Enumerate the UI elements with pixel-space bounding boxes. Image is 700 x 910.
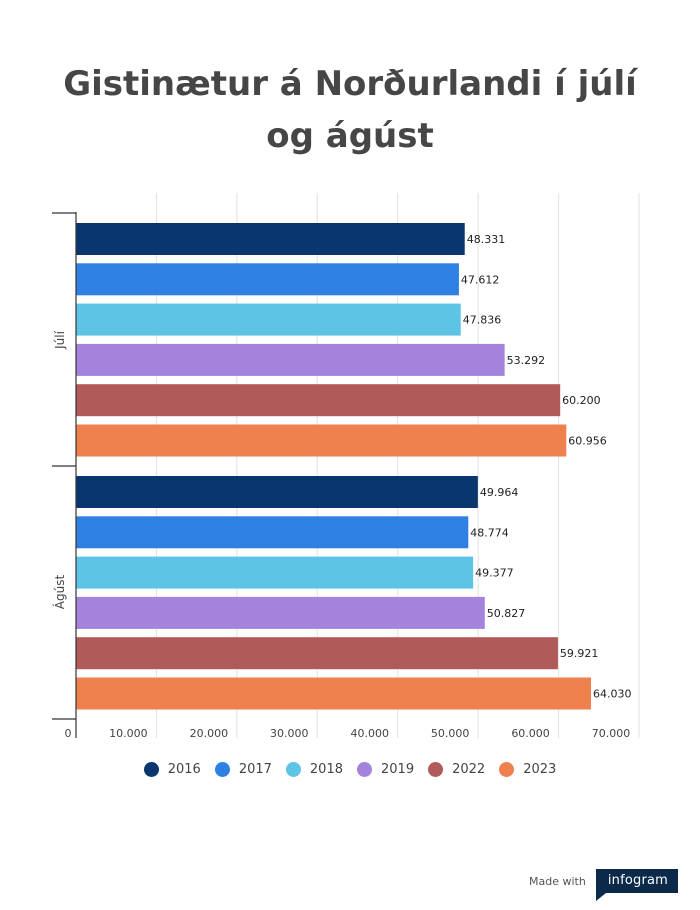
bar	[76, 384, 561, 417]
bar-value-label: 60.956	[568, 435, 607, 448]
infogram-logo[interactable]: infogram	[595, 869, 679, 901]
bar-value-label: 47.612	[461, 273, 500, 286]
bar	[76, 343, 505, 376]
legend-swatch	[143, 762, 159, 777]
legend-item[interactable]: 2022	[428, 762, 485, 777]
made-with-label: Made with	[529, 874, 586, 888]
bar-value-label: 60.200	[562, 394, 601, 407]
legend-item[interactable]: 2019	[357, 762, 414, 777]
bar-value-label: 49.964	[480, 486, 518, 499]
bar	[76, 516, 469, 549]
x-tick-label: 40.000	[350, 727, 389, 740]
bar	[76, 303, 461, 336]
x-tick-label: 30.000	[270, 727, 309, 740]
legend-label: 2017	[238, 762, 272, 777]
x-tick-label: 70.000	[592, 727, 631, 740]
legend-swatch	[357, 762, 372, 777]
bar-value-label: 48.331	[467, 233, 506, 246]
bar-value-label: 48.774	[470, 526, 509, 539]
bar-chart: 0 10.000 20.000 30.000 40.000 50.000 60.000 70.…	[52, 193, 640, 740]
legend-item[interactable]: 2018	[285, 762, 343, 777]
category-label: Ágúst	[52, 575, 67, 610]
logo-tail-shape	[595, 893, 606, 901]
legend-label: 2018	[309, 762, 343, 777]
bar	[76, 596, 485, 629]
x-tick-label: 10.000	[109, 727, 148, 740]
chart-legend: 2016 2017 2018 2019 2022 2023	[0, 762, 700, 777]
bar	[76, 637, 558, 670]
bar	[76, 476, 478, 508]
chart-title: Gistinætur á Norðurlandi í júlí og ágúst	[63, 64, 637, 156]
bar	[76, 677, 591, 710]
bar-value-label: 49.377	[475, 567, 514, 580]
bar-value-label: 59.921	[560, 647, 599, 660]
legend-swatch	[285, 762, 301, 777]
infogram-footer[interactable]: Made with infogram	[529, 866, 679, 901]
legend-swatch	[428, 762, 444, 777]
bar-value-label: 47.836	[463, 314, 502, 327]
legend-item[interactable]: 2016	[143, 762, 201, 777]
bar	[76, 556, 474, 589]
x-tick-label: 60.000	[511, 727, 550, 740]
category-label: Júlí	[53, 330, 67, 349]
legend-label: 2016	[167, 762, 201, 777]
bar-value-label: 64.030	[593, 688, 632, 701]
legend-item[interactable]: 2023	[499, 762, 556, 777]
infogram-brand: infogram	[607, 873, 669, 888]
x-tick-label: 20.000	[190, 727, 229, 740]
x-tick-label: 50.000	[431, 727, 470, 740]
legend-swatch	[214, 762, 230, 777]
x-tick-label: 0	[65, 727, 72, 740]
bar-value-label: 53.292	[507, 354, 546, 367]
bar	[76, 223, 465, 255]
legend-label: 2022	[452, 762, 486, 777]
legend-swatch	[499, 762, 515, 777]
bar	[76, 263, 459, 296]
legend-item[interactable]: 2017	[214, 762, 272, 777]
legend-label: 2019	[381, 762, 415, 777]
bar-value-label: 50.827	[487, 607, 526, 620]
legend-label: 2023	[523, 762, 557, 777]
bar	[76, 424, 567, 457]
